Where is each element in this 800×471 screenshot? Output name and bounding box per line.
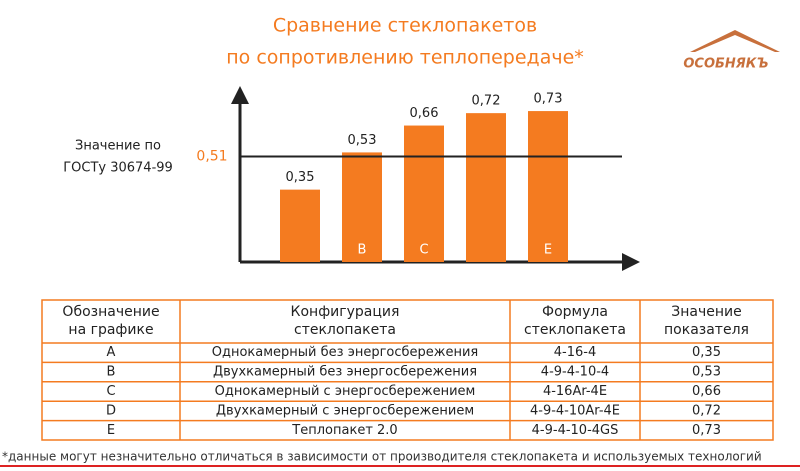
- table-cell: E: [107, 423, 115, 438]
- table-cell: 4-16-4: [554, 345, 596, 360]
- table-header: Значение: [671, 304, 741, 320]
- table-cell: 0,73: [692, 423, 721, 438]
- bar: [342, 152, 382, 262]
- table-cell: 0,35: [692, 345, 721, 360]
- table-header: показателя: [664, 322, 749, 338]
- category-label: B: [358, 243, 367, 258]
- value-label: 0,73: [534, 92, 563, 107]
- table-cell: 4-9-4-10-4GS: [532, 423, 619, 438]
- table-cell: Однокамерный с энергосбережением: [215, 384, 476, 399]
- table-cell: 0,66: [692, 384, 721, 399]
- table-header: стеклопакета: [294, 322, 396, 338]
- table-cell: B: [107, 365, 116, 380]
- table-header: стеклопакета: [524, 322, 626, 338]
- table-cell: C: [106, 384, 115, 399]
- bar: [280, 189, 320, 262]
- table-cell: 0,72: [692, 403, 721, 418]
- logo-roof: [690, 30, 780, 52]
- table-cell: Двухкамерный с энергосбережением: [216, 403, 474, 418]
- table-cell: D: [106, 403, 116, 418]
- bar: [528, 111, 568, 262]
- logo-text: ОСОБНЯКЪ: [683, 57, 768, 72]
- table-cell: 0,53: [692, 365, 721, 380]
- table-border: [41, 299, 774, 441]
- value-label: 0,53: [348, 133, 377, 148]
- table-cell: Двухкамерный без энергосбережения: [213, 365, 477, 380]
- value-label: 0,66: [410, 106, 439, 121]
- footnote: *данные могут незначительно отличаться в…: [2, 450, 762, 464]
- table-header: Обозначение: [62, 304, 159, 320]
- y-axis-arrow: [231, 86, 249, 104]
- table-cell: 4-9-4-10-4: [541, 365, 609, 380]
- category-label: E: [544, 243, 552, 258]
- logo: ОСОБНЯКЪ: [683, 30, 780, 72]
- x-axis-arrow: [622, 253, 640, 271]
- table-cell: Теплопакет 2.0: [291, 423, 397, 438]
- value-label: 0,72: [472, 94, 501, 109]
- reference-annotation: Значение по: [75, 139, 161, 154]
- value-label: 0,35: [286, 170, 315, 185]
- table-header: на графике: [68, 322, 153, 338]
- table-cell: A: [107, 345, 116, 360]
- category-label: C: [419, 243, 428, 258]
- table-header: Формула: [542, 304, 608, 320]
- table-cell: Однокамерный без энергосбережения: [212, 345, 479, 360]
- table-header: Конфигурация: [291, 304, 400, 320]
- table-cell: 4-16Ar-4E: [543, 384, 607, 399]
- table-cell: 4-9-4-10Ar-4E: [530, 403, 620, 418]
- bar: [404, 125, 444, 262]
- chart-title: Сравнение стеклопакетов: [273, 15, 537, 37]
- reference-label: 0,51: [196, 149, 227, 165]
- reference-annotation: ГОСТу 30674-99: [63, 161, 173, 176]
- bar: [466, 113, 506, 262]
- chart-title: по сопротивлению теплопередаче*: [226, 47, 584, 69]
